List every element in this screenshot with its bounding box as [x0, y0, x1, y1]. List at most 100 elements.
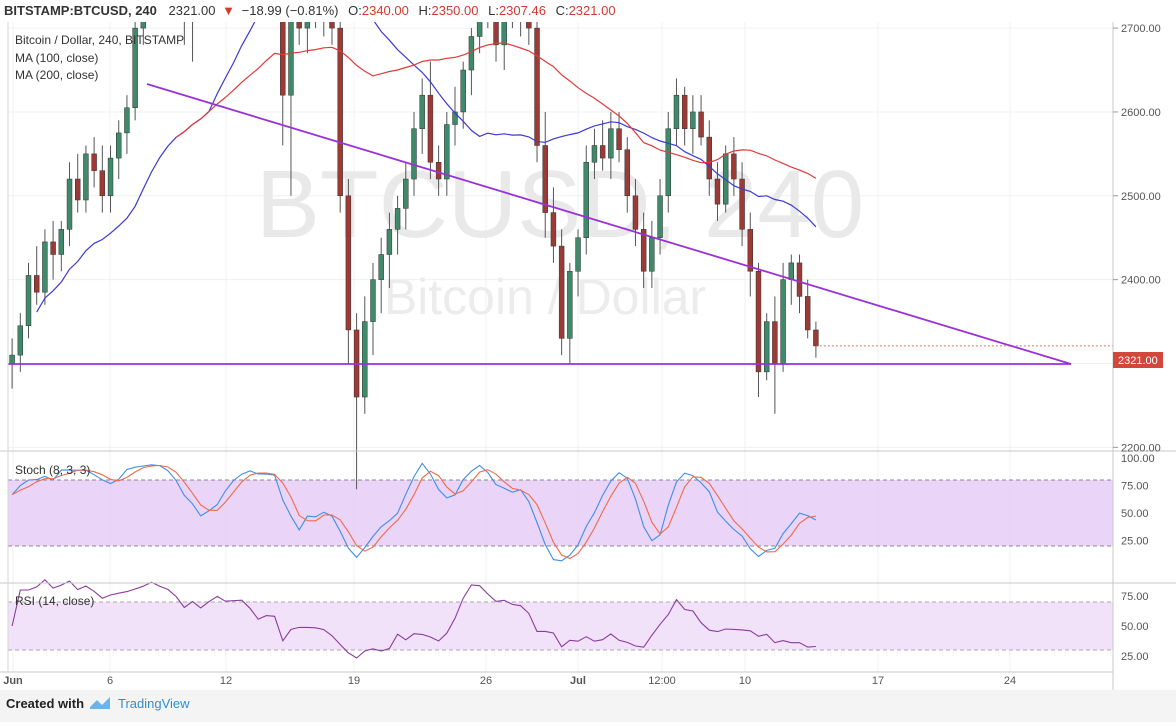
price-tick-label: 2200.00	[1121, 442, 1161, 454]
time-tick-label: Jun	[3, 675, 23, 687]
candle-body	[567, 271, 573, 339]
time-tick-label: 26	[480, 675, 492, 687]
candle-body	[107, 157, 114, 197]
open-value: 2340.00	[361, 3, 409, 18]
candle-body	[9, 354, 15, 364]
candle-body	[444, 124, 450, 180]
candle-body	[558, 245, 565, 339]
tradingview-logo-icon[interactable]	[88, 690, 112, 728]
candle-body	[550, 212, 557, 247]
candle-body	[427, 94, 434, 163]
candle-body	[362, 321, 368, 398]
candle-body	[583, 162, 589, 238]
candle-body	[649, 237, 655, 272]
stoch-tick-label: 75.00	[1121, 481, 1149, 493]
open-label: O:	[348, 3, 362, 18]
candle-body	[632, 195, 639, 230]
candle-body	[329, 22, 335, 29]
candle-body	[690, 111, 696, 129]
descending-trendline[interactable]	[146, 83, 1072, 365]
rsi-tick-label: 25.00	[1121, 651, 1149, 663]
chart-canvas[interactable]: BTCUSD, 240 Bitcoin / Dollar 2200.002300…	[0, 22, 1176, 690]
candle-body	[575, 237, 581, 272]
candle-body	[804, 296, 811, 331]
candle-body	[337, 27, 343, 197]
candle-body	[534, 27, 540, 146]
stoch-tick-label: 25.00	[1121, 536, 1149, 548]
time-tick-label: 17	[872, 675, 884, 687]
symbol-name[interactable]: BITSTAMP:BTCUSD, 240	[4, 3, 157, 18]
candle-body	[755, 271, 762, 373]
high-label: H:	[418, 3, 432, 18]
legend-title[interactable]: Bitcoin / Dollar, 240, BITSTAMP	[15, 33, 184, 47]
price-tag: 2321.00	[1113, 352, 1163, 368]
stoch-band	[8, 479, 1113, 547]
candle-body	[599, 145, 606, 159]
candle-body	[731, 153, 737, 180]
price-axis[interactable]: 2200.002300.002400.002500.002600.002700.…	[1113, 22, 1161, 663]
price-tick-label: 2600.00	[1121, 107, 1161, 119]
price-tick-label: 2400.00	[1121, 275, 1161, 287]
candle-body	[706, 136, 712, 180]
low-value: 2307.46	[498, 3, 546, 18]
last-price: 2321.00	[168, 3, 216, 18]
rsi-label[interactable]: RSI (14, close)	[15, 594, 94, 608]
candles	[9, 22, 819, 490]
candle-body	[460, 69, 466, 113]
candle-body	[476, 22, 483, 37]
ma100-line	[36, 22, 817, 313]
time-tick-label: Jul	[570, 675, 586, 687]
created-with-text: Created with	[6, 696, 85, 711]
rsi-band-fill	[8, 602, 1113, 650]
candle-body	[280, 22, 286, 96]
legend-ma200[interactable]: MA (200, close)	[15, 68, 98, 82]
candle-body	[501, 22, 507, 46]
candle-body	[132, 27, 138, 109]
candle-body	[640, 229, 647, 272]
time-tick-label: 12	[220, 675, 232, 687]
candle-body	[608, 128, 614, 159]
candle-body	[124, 107, 130, 134]
candle-body	[386, 229, 393, 255]
stoch-band-fill	[8, 480, 1113, 546]
symbol-header: BITSTAMP:BTCUSD, 240 2321.00 ▼ −18.99 (−…	[0, 0, 1176, 22]
candle-body	[411, 128, 417, 180]
grid	[8, 22, 1113, 672]
rsi-lines	[11, 578, 816, 659]
tradingview-brand[interactable]: TradingView	[118, 696, 190, 711]
stoch-tick-label: 50.00	[1121, 508, 1149, 520]
change-arrow-icon: ▼	[222, 3, 236, 18]
candle-body	[304, 22, 311, 29]
candle-body	[665, 128, 671, 197]
candle-body	[468, 36, 475, 71]
ma200-line	[175, 42, 817, 179]
candle-body	[591, 145, 598, 163]
candle-body	[116, 132, 122, 159]
time-axis[interactable]: Jun 6 12 19 26 Jul 12:00 10 17 24	[3, 675, 1016, 687]
candle-body	[58, 229, 65, 255]
candle-body	[345, 195, 352, 331]
candle-body	[681, 94, 688, 129]
candle-body	[91, 153, 97, 171]
candle-body	[370, 279, 376, 322]
candle-body	[435, 162, 442, 180]
price-tag-bg	[1113, 352, 1163, 368]
candle-body	[796, 262, 803, 297]
close-label: C:	[555, 3, 569, 18]
rsi-tick-label: 75.00	[1121, 591, 1149, 603]
legend-ma100[interactable]: MA (100, close)	[15, 51, 98, 65]
candle-body	[739, 178, 745, 230]
candle-body	[813, 329, 819, 347]
candle-body	[296, 22, 302, 29]
time-tick-label: 24	[1004, 675, 1016, 687]
stoch-k-line	[11, 462, 817, 562]
stoch-lines	[11, 462, 817, 562]
high-value: 2350.00	[431, 3, 479, 18]
candle-body	[673, 94, 680, 129]
candle-body	[83, 153, 89, 201]
candle-body	[419, 94, 425, 129]
stoch-label[interactable]: Stoch (8, 3, 3)	[15, 463, 90, 477]
candle-body	[714, 178, 721, 205]
price-tick-label: 2700.00	[1121, 23, 1161, 35]
candle-body	[25, 275, 32, 327]
